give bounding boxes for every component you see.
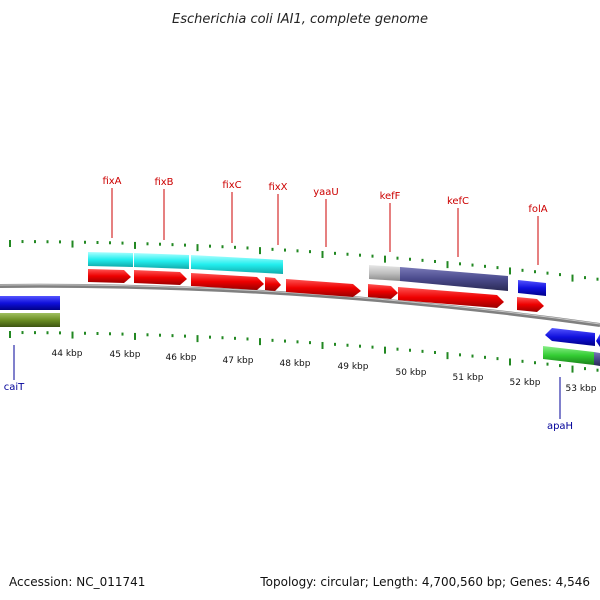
gene-label-caiT[interactable]: caiT bbox=[4, 382, 25, 393]
upper-misc-feature-track bbox=[369, 265, 508, 291]
feature-fixC-fixX[interactable] bbox=[191, 255, 283, 274]
scale-label: 47 kbp bbox=[223, 356, 254, 366]
cds-folA[interactable] bbox=[517, 297, 544, 312]
gene-label-fixB[interactable]: fixB bbox=[154, 177, 173, 188]
feature-apaH-slate[interactable] bbox=[594, 352, 600, 366]
gene-label-apaH[interactable]: apaH bbox=[547, 421, 573, 432]
scale-label: 52 kbp bbox=[510, 378, 541, 388]
cds-kefF[interactable] bbox=[368, 284, 398, 299]
feature-fixB[interactable] bbox=[134, 253, 189, 269]
gene-label-folA[interactable]: folA bbox=[528, 204, 547, 215]
feature-fixA[interactable] bbox=[88, 252, 133, 267]
feature-kefC[interactable] bbox=[400, 267, 508, 291]
cds-fixB[interactable] bbox=[134, 270, 187, 285]
gene-labels-top: fixA fixB fixC fixX yaaU kefF kefC folA bbox=[102, 176, 548, 265]
gene-label-fixC[interactable]: fixC bbox=[222, 180, 241, 191]
scale-label: 46 kbp bbox=[166, 353, 197, 363]
gene-label-fixA[interactable]: fixA bbox=[102, 176, 121, 187]
cyan-feature-track bbox=[88, 252, 283, 274]
scale-label: 49 kbp bbox=[338, 362, 369, 372]
cds-fixA[interactable] bbox=[88, 269, 131, 283]
scale-label: 44 kbp bbox=[52, 349, 83, 359]
left-reverse-features bbox=[0, 296, 60, 327]
genome-backbone bbox=[0, 283, 600, 327]
accession-text: Accession: NC_011741 bbox=[9, 575, 145, 589]
cds-fixC[interactable] bbox=[191, 273, 264, 290]
scale-label: 50 kbp bbox=[396, 368, 427, 378]
scale-label: 51 kbp bbox=[453, 373, 484, 383]
genome-backbone-highlight bbox=[0, 284, 600, 325]
feature-apaH-green[interactable] bbox=[543, 346, 594, 365]
scale-label: 53 kbp bbox=[566, 384, 597, 394]
right-reverse-features bbox=[543, 328, 600, 366]
genome-summary-text: Topology: circular; Length: 4,700,560 bp… bbox=[259, 575, 590, 589]
gene-label-kefF[interactable]: kefF bbox=[380, 191, 401, 202]
gene-label-kefC[interactable]: kefC bbox=[447, 196, 469, 207]
upper-tick-row bbox=[9, 240, 599, 282]
lower-tick-row bbox=[9, 331, 599, 373]
gene-label-yaaU[interactable]: yaaU bbox=[313, 187, 339, 198]
cds-fixX[interactable] bbox=[265, 277, 281, 291]
forward-cds-track bbox=[88, 269, 544, 312]
feature-folA-blue[interactable] bbox=[518, 280, 546, 296]
cds-apaH-reverse[interactable] bbox=[545, 328, 595, 346]
scale-labels: 44 kbp 45 kbp 46 kbp 47 kbp 48 kbp 49 kbp 50 k… bbox=[52, 349, 597, 394]
feature-kefF[interactable] bbox=[369, 265, 400, 281]
cds-next-reverse[interactable] bbox=[596, 334, 600, 347]
gene-labels-bottom: caiT apaH bbox=[4, 345, 573, 432]
scale-label: 48 kbp bbox=[280, 359, 311, 369]
feature-caiT-blue[interactable] bbox=[0, 296, 60, 310]
scale-label: 45 kbp bbox=[110, 350, 141, 360]
feature-caiT-olive[interactable] bbox=[0, 313, 60, 327]
cds-yaaU[interactable] bbox=[286, 279, 361, 297]
map-title: Escherichia coli IAI1, complete genome bbox=[172, 12, 428, 27]
gene-label-fixX[interactable]: fixX bbox=[268, 182, 287, 193]
cds-kefC[interactable] bbox=[398, 287, 504, 308]
